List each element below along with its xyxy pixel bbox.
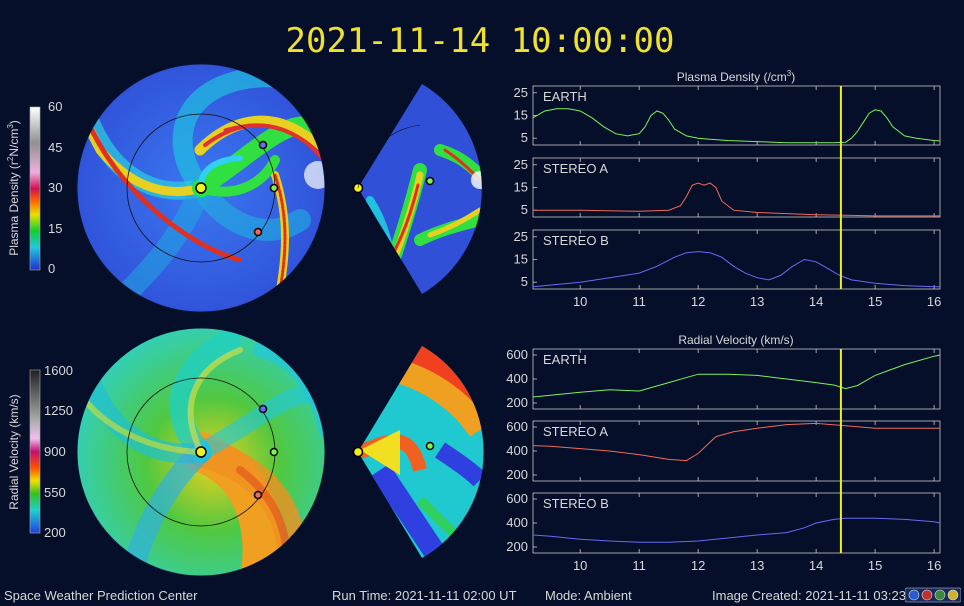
velocity-series-line-stereo-a bbox=[532, 422, 940, 462]
density-panel-stereo-b: 25 15 5 STEREO B bbox=[514, 229, 941, 290]
logo-icon bbox=[905, 587, 961, 603]
density-y-tick-label: 15 bbox=[514, 252, 528, 267]
timestamp-title: 2021-11-14 10:00:00 bbox=[286, 21, 675, 61]
velocity-timeseries: Radial Velocity (km/s) 600400200EARTH600… bbox=[506, 333, 941, 573]
density-panels: 25 15 5 EARTH 25 15 5 STEREO A 25 15 5 STEREO B bbox=[514, 85, 941, 290]
density-tick-15: 15 bbox=[48, 221, 62, 236]
velocity-meridional-map bbox=[352, 346, 484, 558]
density-x-tick-label: 16 bbox=[927, 294, 941, 309]
density-x-tick-label: 15 bbox=[868, 294, 882, 309]
density-x-tick-label: 14 bbox=[809, 294, 823, 309]
footer-image-created: Image Created: 2021-11-11 03:23 UT bbox=[712, 588, 927, 603]
velocity-chart-title: Radial Velocity (km/s) bbox=[678, 333, 793, 347]
velocity-x-tick-label: 16 bbox=[927, 558, 941, 573]
density-x-tick-label: 11 bbox=[632, 294, 646, 309]
footer: Space Weather Prediction Center Run Time… bbox=[4, 588, 927, 603]
density-colorbar: Plasma Density (r2N/cm3) 60 45 30 15 0 bbox=[6, 99, 62, 276]
velocity-y-tick-label: 400 bbox=[506, 371, 528, 386]
earth-marker-velocity bbox=[269, 447, 279, 457]
density-series-label-stereo-b: STEREO B bbox=[543, 233, 609, 248]
velocity-x-tick-label: 12 bbox=[691, 558, 705, 573]
velocity-y-tick-label: 400 bbox=[506, 443, 528, 458]
velocity-tick-1600: 1600 bbox=[44, 363, 73, 378]
velocity-panels: 600 400 200 EARTH 600 400 200 STEREO A 600 400 200… bbox=[506, 347, 941, 554]
velocity-series-line-stereo-b bbox=[532, 517, 941, 543]
sun-marker-velocity bbox=[195, 446, 207, 458]
density-tick-30: 30 bbox=[48, 180, 62, 195]
density-y-tick-label: 5 bbox=[521, 202, 528, 217]
velocity-x-axis: 10 11 12 13 14 15 16 bbox=[573, 558, 941, 573]
velocity-x-tick-label: 14 bbox=[809, 558, 823, 573]
density-x-tick-label: 12 bbox=[691, 294, 705, 309]
velocity-y-tick-label: 400 bbox=[506, 515, 528, 530]
sun-marker bbox=[195, 182, 207, 194]
velocity-colorbar-label: Radial Velocity (km/s) bbox=[7, 394, 21, 509]
density-series-label-stereo-a: STEREO A bbox=[543, 161, 608, 176]
velocity-y-tick-label: 600 bbox=[506, 491, 528, 506]
density-x-axis: 10 11 12 13 14 15 16 bbox=[573, 294, 941, 309]
density-y-tick-label: 25 bbox=[514, 157, 528, 172]
density-chart-title: Plasma Density (/cm3) bbox=[677, 69, 795, 84]
density-series-line-stereo-b bbox=[532, 251, 940, 288]
density-panel-frame bbox=[532, 85, 941, 146]
velocity-y-tick-label: 600 bbox=[506, 419, 528, 434]
velocity-y-tick-label: 600 bbox=[506, 347, 528, 362]
density-y-tick-label: 5 bbox=[521, 274, 528, 289]
velocity-y-tick-label: 200 bbox=[506, 395, 528, 410]
density-y-tick-label: 15 bbox=[514, 108, 528, 123]
footer-run-time: Run Time: 2021-11-11 02:00 UT bbox=[332, 588, 517, 603]
footer-mode: Mode: Ambient bbox=[545, 588, 632, 603]
velocity-panel-frame bbox=[532, 348, 941, 410]
density-y-tick-label: 5 bbox=[521, 130, 528, 145]
velocity-ecliptic-map bbox=[76, 327, 326, 577]
stereo-b-marker-velocity bbox=[258, 404, 268, 414]
velocity-panel-stereo-b: 600 400 200 STEREO B bbox=[506, 491, 941, 554]
velocity-tick-200: 200 bbox=[44, 525, 66, 540]
velocity-tick-1250: 1250 bbox=[44, 403, 73, 418]
meridional-earth-marker-velocity bbox=[425, 441, 435, 451]
velocity-series-label-stereo-b: STEREO B bbox=[543, 496, 609, 511]
velocity-x-tick-label: 13 bbox=[750, 558, 764, 573]
velocity-colorbar: Radial Velocity (km/s) 1600 1250 900 550… bbox=[7, 363, 73, 540]
velocity-y-tick-label: 200 bbox=[506, 539, 528, 554]
density-y-tick-label: 25 bbox=[514, 85, 528, 100]
density-series-label-earth: EARTH bbox=[543, 89, 587, 104]
velocity-x-tick-label: 10 bbox=[573, 558, 587, 573]
density-series-line-stereo-a bbox=[533, 182, 940, 217]
velocity-series-label-stereo-a: STEREO A bbox=[543, 424, 608, 439]
velocity-tick-550: 550 bbox=[44, 485, 66, 500]
density-colorbar-label: Plasma Density (r2N/cm3) bbox=[6, 120, 21, 256]
velocity-tick-900: 900 bbox=[44, 444, 66, 459]
density-tick-60: 60 bbox=[48, 99, 62, 114]
density-series-line-earth bbox=[532, 108, 941, 144]
density-x-tick-label: 13 bbox=[750, 294, 764, 309]
meridional-sun-marker-velocity bbox=[352, 446, 364, 458]
density-timeseries: Plasma Density (/cm3) 25 15 5 EARTH 25 15 5 STE… bbox=[514, 69, 942, 309]
earth-marker bbox=[269, 183, 279, 193]
density-y-tick-label: 25 bbox=[514, 229, 528, 244]
velocity-panel-earth: 600 400 200 EARTH bbox=[506, 347, 941, 410]
meridional-earth-marker bbox=[425, 176, 435, 186]
velocity-series-line-earth bbox=[532, 354, 941, 398]
velocity-panel-stereo-a: 600 400 200 STEREO A bbox=[506, 419, 941, 482]
footer-org: Space Weather Prediction Center bbox=[4, 588, 198, 603]
stereo-b-marker bbox=[258, 140, 268, 150]
velocity-x-tick-label: 11 bbox=[632, 558, 646, 573]
velocity-series-label-earth: EARTH bbox=[543, 352, 587, 367]
density-tick-45: 45 bbox=[48, 140, 62, 155]
stereo-a-marker-velocity bbox=[253, 490, 263, 500]
density-ecliptic-map bbox=[76, 63, 326, 313]
density-meridional-map bbox=[352, 84, 482, 294]
density-x-tick-label: 10 bbox=[573, 294, 587, 309]
density-panel-earth: 25 15 5 EARTH bbox=[514, 85, 941, 146]
density-y-tick-label: 15 bbox=[514, 180, 528, 195]
density-panel-stereo-a: 25 15 5 STEREO A bbox=[514, 157, 941, 218]
velocity-x-tick-label: 15 bbox=[868, 558, 882, 573]
velocity-y-tick-label: 200 bbox=[506, 467, 528, 482]
stereo-a-marker bbox=[253, 227, 263, 237]
density-tick-0: 0 bbox=[48, 261, 55, 276]
